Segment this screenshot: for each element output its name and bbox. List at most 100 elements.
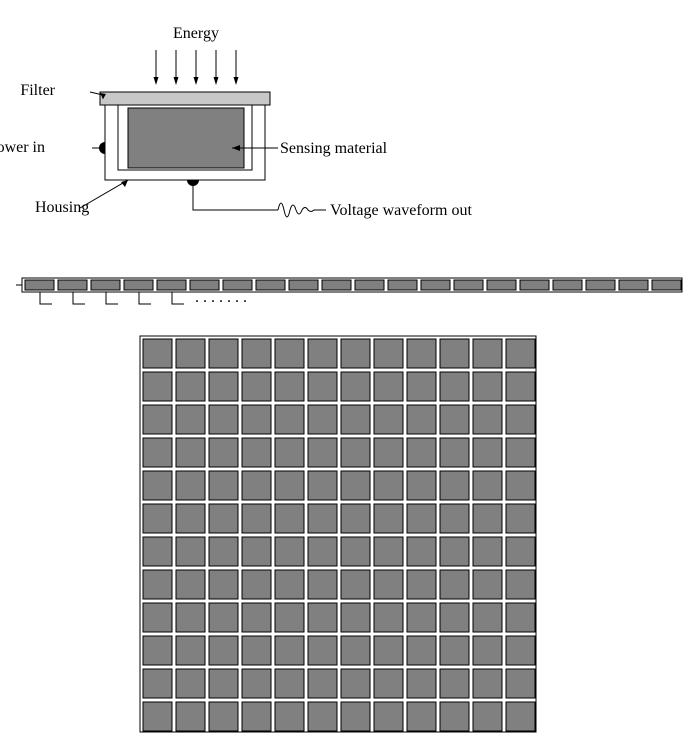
grid-cell	[176, 603, 205, 632]
grid-cell	[374, 372, 403, 401]
line-array-outline	[22, 278, 682, 292]
grid-cell	[242, 570, 271, 599]
grid-cell	[176, 669, 205, 698]
grid-cell	[473, 372, 502, 401]
grid-cell	[176, 405, 205, 434]
line-array-cell	[553, 280, 582, 290]
grid-cell	[308, 339, 337, 368]
grid-cell	[341, 702, 370, 731]
line-array-cell	[652, 280, 681, 290]
grid-cell	[242, 504, 271, 533]
grid-cell	[506, 372, 535, 401]
grid-cell	[374, 669, 403, 698]
grid-cell	[341, 372, 370, 401]
sensing-material	[128, 108, 244, 168]
grid-cell	[341, 636, 370, 665]
line-array-cell	[25, 280, 54, 290]
line-array-cell	[454, 280, 483, 290]
grid-cell	[143, 669, 172, 698]
grid-cell	[209, 405, 238, 434]
grid-cell	[308, 537, 337, 566]
grid-cell	[473, 669, 502, 698]
waveform-icon	[278, 203, 326, 217]
filter-label: Filter	[20, 82, 55, 99]
grid-sensor-array	[140, 336, 536, 732]
grid-cell	[143, 702, 172, 731]
line-array-cell	[487, 280, 516, 290]
grid-cell	[308, 603, 337, 632]
grid-cell	[242, 339, 271, 368]
grid-cell	[407, 537, 436, 566]
line-array-cell	[355, 280, 384, 290]
grid-cell	[341, 405, 370, 434]
grid-cell	[440, 438, 469, 467]
grid-cell	[374, 570, 403, 599]
grid-cell	[143, 405, 172, 434]
energy-label: Energy	[173, 25, 219, 42]
grid-cell	[275, 570, 304, 599]
grid-cell	[308, 471, 337, 500]
sensor-diagram: EnergyFilterPower inHousingSensing mater…	[0, 0, 685, 734]
grid-cell	[176, 570, 205, 599]
grid-cell	[473, 702, 502, 731]
grid-cell	[209, 339, 238, 368]
grid-cell	[473, 339, 502, 368]
grid-cell	[209, 636, 238, 665]
grid-cell	[407, 669, 436, 698]
grid-cell	[506, 537, 535, 566]
grid-cell	[407, 405, 436, 434]
grid-cell	[506, 702, 535, 731]
line-array-lead	[73, 292, 85, 304]
grid-cell	[473, 504, 502, 533]
grid-cell	[341, 603, 370, 632]
grid-cell	[440, 405, 469, 434]
sensing-material-label: Sensing material	[280, 140, 388, 157]
grid-cell	[176, 636, 205, 665]
line-array-cell	[58, 280, 87, 290]
grid-cell	[275, 438, 304, 467]
grid-cell	[440, 570, 469, 599]
grid-cell	[407, 570, 436, 599]
grid-cell	[275, 636, 304, 665]
single-sensor: EnergyFilterPower inHousingSensing mater…	[0, 25, 472, 219]
grid-cell	[209, 702, 238, 731]
grid-cell	[506, 636, 535, 665]
grid-cell	[143, 636, 172, 665]
grid-cell	[209, 471, 238, 500]
line-array-lead	[106, 292, 118, 304]
grid-cell	[341, 669, 370, 698]
grid-cell	[209, 438, 238, 467]
grid-cell	[242, 405, 271, 434]
voltage-out-label: Voltage waveform out	[330, 202, 472, 219]
grid-cell	[308, 669, 337, 698]
grid-cell	[506, 570, 535, 599]
grid-cell	[506, 669, 535, 698]
line-array-cell	[124, 280, 153, 290]
grid-cell	[407, 471, 436, 500]
grid-cell	[143, 537, 172, 566]
grid-cell	[341, 537, 370, 566]
grid-cell	[374, 405, 403, 434]
grid-cell	[374, 438, 403, 467]
grid-cell	[308, 504, 337, 533]
grid-cell	[143, 372, 172, 401]
grid-cell	[176, 339, 205, 368]
grid-cell	[308, 702, 337, 731]
grid-cell	[440, 372, 469, 401]
grid-cell	[506, 504, 535, 533]
grid-cell	[143, 471, 172, 500]
grid-cell	[143, 339, 172, 368]
power-in-terminal	[99, 142, 105, 154]
grid-cell	[506, 471, 535, 500]
line-array-lead	[40, 292, 52, 304]
grid-cell	[275, 339, 304, 368]
grid-cell	[407, 603, 436, 632]
grid-cell	[407, 702, 436, 731]
line-array-cell	[91, 280, 120, 290]
grid-cell	[440, 702, 469, 731]
grid-cell	[341, 339, 370, 368]
grid-cell	[374, 702, 403, 731]
power-in-label: Power in	[0, 139, 45, 156]
grid-cell	[473, 405, 502, 434]
grid-cell	[176, 702, 205, 731]
